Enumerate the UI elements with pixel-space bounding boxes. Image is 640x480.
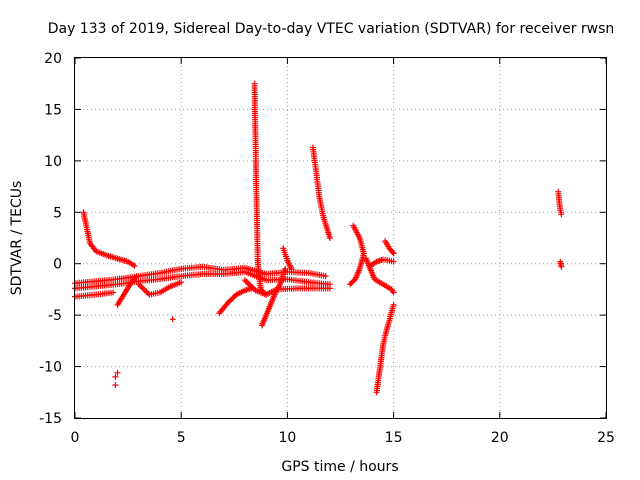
y-tick-label: -10 xyxy=(39,360,62,376)
plot-frame xyxy=(74,57,607,419)
y-tick-label: 0 xyxy=(53,257,62,273)
y-tick-label: -5 xyxy=(48,308,62,324)
data-point xyxy=(133,273,140,280)
grid-lines xyxy=(75,58,606,418)
chart-title: Day 133 of 2019, Sidereal Day-to-day VTE… xyxy=(48,21,615,37)
data-point xyxy=(110,289,117,296)
x-tick-label: 15 xyxy=(385,430,403,446)
data-point xyxy=(326,285,333,292)
data-point xyxy=(282,265,289,272)
y-axis-label: SDTVAR / TECUs xyxy=(9,181,25,296)
data-point xyxy=(131,262,138,269)
data-point xyxy=(390,289,397,296)
data-point xyxy=(263,291,270,298)
data-point xyxy=(558,211,565,218)
data-point xyxy=(558,263,565,270)
data-points xyxy=(72,80,565,396)
x-tick-label: 25 xyxy=(597,430,615,446)
y-tick-label: 5 xyxy=(53,205,62,221)
x-tick-label: 20 xyxy=(491,430,509,446)
data-point xyxy=(347,281,354,288)
data-point xyxy=(288,265,295,272)
data-point xyxy=(390,250,397,257)
y-tick-label: 15 xyxy=(44,102,62,118)
y-tick-labels: -15 -10 -5 0 5 10 15 20 xyxy=(39,51,62,427)
data-point xyxy=(322,273,329,280)
x-axis-label: GPS time / hours xyxy=(281,459,398,475)
data-point xyxy=(178,279,185,286)
x-tick-label: 0 xyxy=(71,430,80,446)
data-point xyxy=(389,249,396,256)
data-point xyxy=(390,301,397,308)
x-tick-label: 10 xyxy=(278,430,296,446)
data-point xyxy=(390,258,397,265)
y-tick-label: -15 xyxy=(39,411,62,427)
axis-ticks xyxy=(74,57,607,419)
data-point xyxy=(112,373,119,380)
x-tick-label: 5 xyxy=(177,430,186,446)
data-point xyxy=(169,316,176,323)
data-point xyxy=(248,285,255,292)
y-tick-label: 10 xyxy=(44,154,62,170)
y-tick-label: 20 xyxy=(44,51,62,67)
data-point xyxy=(114,369,121,376)
data-point xyxy=(348,280,355,286)
data-point xyxy=(112,382,119,389)
data-point xyxy=(326,235,333,241)
x-tick-labels: 0 5 10 15 20 25 xyxy=(71,430,615,446)
